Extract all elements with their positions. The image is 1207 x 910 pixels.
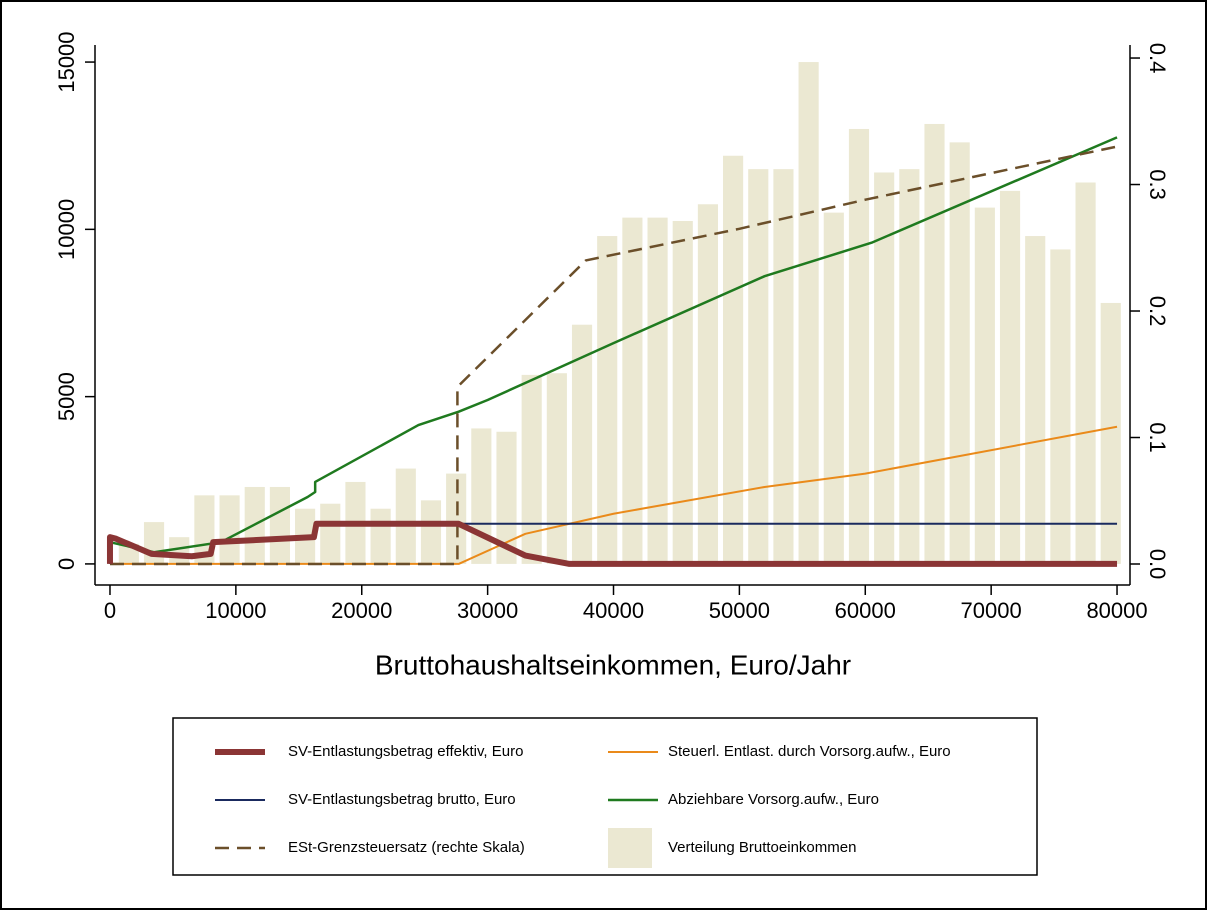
y-tick-label: 5000 bbox=[54, 372, 79, 421]
y2-tick-label: 0.2 bbox=[1145, 296, 1170, 327]
legend-label: SV-Entlastungsbetrag brutto, Euro bbox=[288, 791, 516, 808]
line bbox=[109, 145, 1118, 566]
x-tick-label: 30000 bbox=[457, 598, 518, 623]
y-tick-label: 0 bbox=[54, 558, 79, 570]
x-tick-label: 50000 bbox=[709, 598, 770, 623]
y-tick-label: 10000 bbox=[54, 199, 79, 260]
legend-label: Steuerl. Entlast. durch Vorsorg.aufw., E… bbox=[668, 743, 951, 760]
histogram-bar bbox=[773, 169, 794, 564]
histogram-bar bbox=[748, 169, 769, 564]
x-tick-label: 80000 bbox=[1086, 598, 1147, 623]
legend-label: Verteilung Bruttoeinkommen bbox=[668, 839, 856, 856]
legend bbox=[172, 717, 1038, 876]
x-tick-label: 60000 bbox=[835, 598, 896, 623]
histogram-bar bbox=[924, 123, 945, 564]
y-tick-label: 15000 bbox=[54, 31, 79, 92]
histogram-bar bbox=[647, 217, 668, 564]
legend-label: ESt-Grenzsteuersatz (rechte Skala) bbox=[288, 839, 525, 856]
y2-tick-label: 0.3 bbox=[1145, 169, 1170, 200]
histogram-bar bbox=[622, 217, 643, 564]
x-tick-label: 40000 bbox=[583, 598, 644, 623]
histogram-bar bbox=[571, 324, 593, 564]
histogram-bar bbox=[446, 473, 467, 564]
histogram-bar bbox=[1050, 249, 1071, 564]
histogram-bar bbox=[723, 155, 744, 564]
x-tick-label: 20000 bbox=[331, 598, 392, 623]
legend-label: SV-Entlastungsbetrag effektiv, Euro bbox=[288, 743, 523, 760]
x-tick-label: 0 bbox=[104, 598, 116, 623]
histogram-bar bbox=[395, 468, 416, 564]
histogram-bar bbox=[546, 373, 567, 564]
histogram-bar bbox=[874, 172, 895, 564]
legend-label: Abziehbare Vorsorg.aufw., Euro bbox=[668, 791, 879, 808]
histogram-bar bbox=[672, 220, 693, 564]
histogram-bar bbox=[697, 204, 718, 564]
x-tick-label: 10000 bbox=[205, 598, 266, 623]
histogram-bar bbox=[320, 503, 341, 564]
histogram-bar bbox=[521, 374, 542, 564]
histogram-bar bbox=[269, 486, 290, 564]
histogram-bar bbox=[219, 495, 240, 564]
histogram-bar bbox=[1100, 302, 1121, 564]
x-axis-label: Bruttohaushaltseinkommen, Euro/Jahr bbox=[375, 649, 851, 680]
histogram-bar bbox=[370, 508, 391, 564]
histogram-bar bbox=[143, 522, 165, 564]
y2-tick-label: 0.1 bbox=[1145, 422, 1170, 453]
histogram-bar bbox=[496, 431, 517, 564]
histogram-bar bbox=[999, 190, 1021, 564]
y2-tick-label: 0.0 bbox=[1145, 549, 1170, 580]
histogram-bar bbox=[597, 236, 618, 564]
histogram-bar bbox=[798, 62, 819, 564]
histogram-bar bbox=[471, 428, 492, 564]
line bbox=[106, 520, 1118, 567]
histogram-bar bbox=[823, 212, 844, 564]
y2-tick-label: 0.4 bbox=[1145, 43, 1170, 74]
histogram-bar bbox=[949, 142, 970, 564]
legend-swatch bbox=[608, 828, 652, 868]
histogram-bar bbox=[848, 128, 870, 564]
histogram-bar bbox=[1025, 236, 1046, 564]
x-tick-label: 70000 bbox=[961, 598, 1022, 623]
line bbox=[109, 425, 1118, 565]
histogram-bar bbox=[1075, 182, 1096, 564]
histogram-bar bbox=[420, 500, 442, 564]
histogram-bar bbox=[974, 207, 995, 564]
